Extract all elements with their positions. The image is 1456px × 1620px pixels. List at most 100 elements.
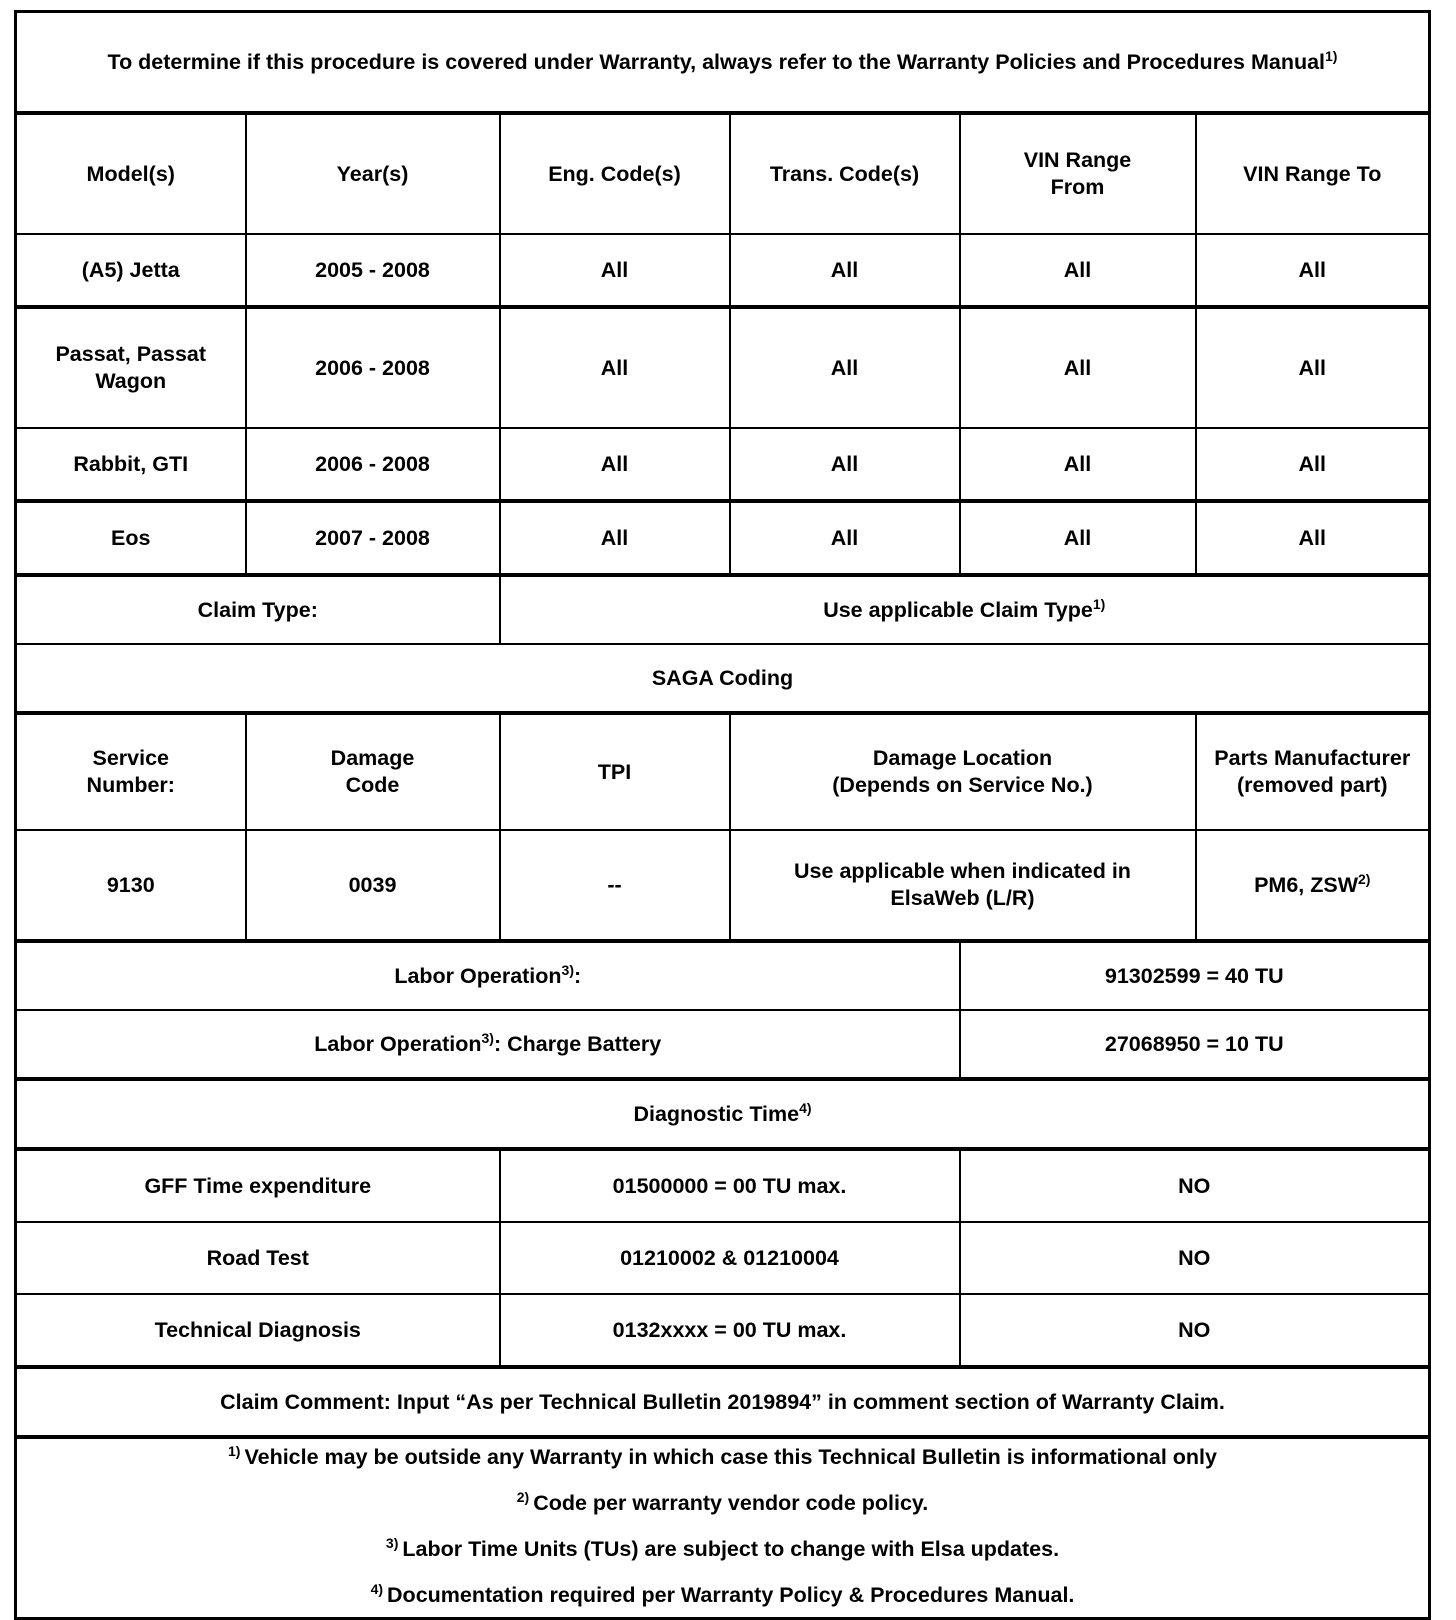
header-trans-codes: Trans. Code(s): [728, 112, 961, 235]
saga-cell-parts-manufacturer-footnote: 2): [1357, 870, 1371, 887]
saga-title-row: SAGA Coding: [14, 643, 1431, 715]
cell-trans: All: [728, 305, 961, 429]
cell-model: Rabbit, GTI: [14, 427, 247, 502]
labor-operation-footnote-1: 3): [561, 961, 574, 978]
saga-header-damage-location: Damage Location (Depends on Service No.): [728, 712, 1197, 831]
saga-cell-damage-location: Use applicable when indicated in ElsaWeb…: [728, 829, 1197, 943]
cell-vin-to: All: [1194, 305, 1431, 429]
table-row: Rabbit, GTI 2006 - 2008 All All All All: [14, 427, 1431, 502]
footnotes-row: 1) Vehicle may be outside any Warranty in…: [14, 1435, 1431, 1620]
diagnostic-code-gff: 01500000 = 00 TU max.: [498, 1148, 961, 1223]
cell-years: 2006 - 2008: [244, 305, 501, 429]
cell-eng: All: [498, 427, 731, 502]
saga-data-row: 9130 0039 -- Use applicable when indicat…: [14, 829, 1431, 943]
footnote-4: 4) Documentation required per Warranty Po…: [25, 1581, 1420, 1609]
claim-type-label: Claim Type:: [14, 574, 501, 645]
cell-model: Eos: [14, 499, 247, 577]
cell-vin-to: All: [1194, 427, 1431, 502]
diagnostic-label-tech-diagnosis: Technical Diagnosis: [14, 1293, 501, 1369]
diagnostic-status-tech-diagnosis: NO: [958, 1293, 1431, 1369]
labor-operation-label-1: Labor Operation3):: [14, 940, 961, 1011]
cell-trans: All: [728, 233, 961, 308]
table-row: Passat, Passat Wagon 2006 - 2008 All All…: [14, 305, 1431, 429]
saga-header-damage-location-line1: Damage Location: [872, 746, 1053, 771]
footnote-1: 1) Vehicle may be outside any Warranty in…: [25, 1443, 1420, 1471]
saga-cell-parts-manufacturer-text: PM6, ZSW: [1254, 873, 1358, 898]
footnote-4-marker: 4): [370, 1580, 384, 1597]
labor-operation-label-prefix-2: Labor Operation: [314, 1032, 482, 1057]
claim-comment-row: Claim Comment: Input “As per Technical B…: [14, 1366, 1431, 1439]
warranty-document-table: To determine if this procedure is covere…: [14, 10, 1431, 1620]
labor-operation-label-2: Labor Operation3): Charge Battery: [14, 1009, 961, 1081]
saga-cell-service-number: 9130: [14, 829, 247, 943]
labor-operation-label-suffix-2: : Charge Battery: [493, 1032, 662, 1057]
cell-eng: All: [498, 499, 731, 577]
diagnostic-row: GFF Time expenditure 01500000 = 00 TU ma…: [14, 1148, 1431, 1223]
saga-header-damage-code-line1: Damage: [330, 746, 415, 771]
cell-model: (A5) Jetta: [14, 233, 247, 308]
diagnostic-time-title-row: Diagnostic Time4): [14, 1078, 1431, 1151]
diagnostic-label-gff: GFF Time expenditure: [14, 1148, 501, 1223]
header-vin-range-from-line1: VIN Range: [1023, 148, 1132, 173]
cell-years: 2005 - 2008: [244, 233, 501, 308]
footnote-3-text: Labor Time Units (TUs) are subject to ch…: [402, 1537, 1060, 1562]
saga-header-parts-manufacturer-line1: Parts Manufacturer: [1214, 746, 1411, 771]
footnote-3-marker: 3): [385, 1534, 399, 1551]
labor-operation-value-1: 91302599 = 40 TU: [958, 940, 1431, 1011]
footnote-4-text: Documentation required per Warranty Poli…: [387, 1583, 1075, 1608]
footnote-1-marker: 1): [228, 1443, 241, 1459]
saga-header-service-number-line1: Service: [92, 746, 169, 771]
cell-vin-from: All: [958, 427, 1197, 502]
claim-comment-text: Claim Comment: Input “As per Technical B…: [14, 1366, 1431, 1439]
header-vin-range-from-line2: From: [1050, 175, 1105, 199]
cell-eng: All: [498, 305, 731, 429]
header-models: Model(s): [14, 112, 247, 235]
applicability-header-row: Model(s) Year(s) Eng. Code(s) Trans. Cod…: [14, 112, 1431, 235]
diagnostic-row: Road Test 01210002 & 01210004 NO: [14, 1221, 1431, 1295]
diagnostic-time-title-text: Diagnostic Time: [633, 1102, 800, 1127]
saga-header-parts-manufacturer-line2: (removed part): [1236, 773, 1388, 797]
diagnostic-status-gff: NO: [958, 1148, 1431, 1223]
saga-cell-tpi: --: [498, 829, 731, 943]
cell-vin-from: All: [958, 233, 1197, 308]
saga-header-row: Service Number: Damage Code TPI Damage L…: [14, 712, 1431, 831]
header-years: Year(s): [244, 112, 501, 235]
footnotes-cell: 1) Vehicle may be outside any Warranty in…: [14, 1435, 1431, 1620]
cell-trans: All: [728, 427, 961, 502]
footnote-3: 3) Labor Time Units (TUs) are subject to …: [25, 1535, 1420, 1563]
cell-model: Passat, Passat Wagon: [14, 305, 247, 429]
intro-footnote-marker: 1): [1325, 47, 1338, 64]
header-vin-range-to: VIN Range To: [1194, 112, 1431, 235]
cell-eng: All: [498, 233, 731, 308]
cell-vin-from: All: [958, 499, 1197, 577]
labor-operation-label-suffix-1: :: [574, 964, 582, 989]
saga-header-damage-location-line2: (Depends on Service No.): [832, 773, 1093, 797]
saga-cell-damage-location-line2: ElsaWeb (L/R): [890, 886, 1035, 910]
intro-text: To determine if this procedure is covere…: [107, 50, 1326, 75]
cell-years: 2007 - 2008: [244, 499, 501, 577]
saga-header-service-number: Service Number:: [14, 712, 247, 831]
table-row: (A5) Jetta 2005 - 2008 All All All All: [14, 233, 1431, 308]
labor-operation-row: Labor Operation3): Charge Battery 270689…: [14, 1009, 1431, 1081]
technical-bulletin-warranty-table: To determine if this procedure is covere…: [14, 10, 1431, 1620]
saga-header-damage-code: Damage Code: [244, 712, 501, 831]
table-row: Eos 2007 - 2008 All All All All: [14, 499, 1431, 577]
saga-cell-damage-location-line1: Use applicable when indicated in: [794, 859, 1131, 884]
diagnostic-code-tech-diagnosis: 0132xxxx = 00 TU max.: [498, 1293, 961, 1369]
diagnostic-time-section-title: Diagnostic Time4): [14, 1078, 1431, 1151]
cell-years: 2006 - 2008: [244, 427, 501, 502]
saga-section-title: SAGA Coding: [14, 643, 1431, 715]
saga-cell-damage-code: 0039: [244, 829, 501, 943]
diagnostic-time-footnote-marker: 4): [799, 1099, 812, 1116]
footnote-2: 2) Code per warranty vendor code policy.: [25, 1489, 1420, 1517]
claim-type-value-text: Use applicable Claim Type: [823, 598, 1093, 623]
claim-type-row: Claim Type: Use applicable Claim Type1): [14, 574, 1431, 645]
cell-vin-to: All: [1194, 233, 1431, 308]
labor-operation-value-2: 27068950 = 10 TU: [958, 1009, 1431, 1081]
saga-header-service-number-line2: Number:: [86, 773, 175, 797]
saga-header-tpi: TPI: [498, 712, 731, 831]
header-vin-range-from: VIN Range From: [958, 112, 1197, 235]
footnote-2-marker: 2): [516, 1488, 530, 1505]
footnote-2-text: Code per warranty vendor code policy.: [533, 1491, 929, 1516]
footnote-1-text: Vehicle may be outside any Warranty in w…: [244, 1445, 1217, 1470]
